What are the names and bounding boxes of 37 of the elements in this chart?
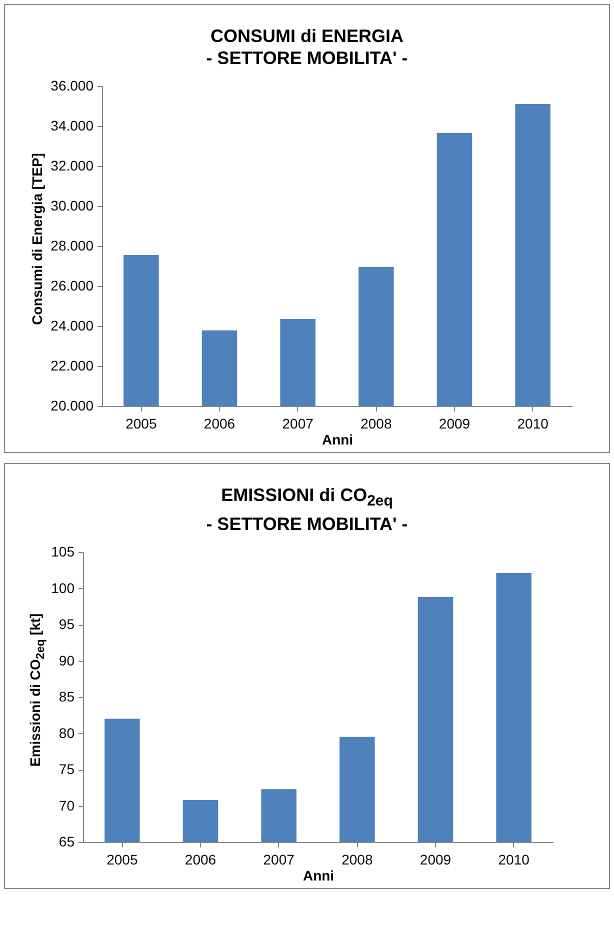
x-tick-label: 2007	[282, 416, 314, 432]
y-tick-label: 26.000	[50, 278, 94, 294]
y-tick-label: 90	[58, 652, 75, 668]
y-tick-label: 85	[58, 688, 75, 704]
x-tick-label: 2010	[498, 851, 530, 868]
x-tick-label: 2007	[263, 851, 295, 868]
y-tick-label: 34.000	[50, 118, 94, 134]
y-tick-label: 100	[51, 579, 75, 596]
chart-title: CONSUMI di ENERGIA	[209, 25, 404, 47]
chart-subtitle: - SETTORE MOBILITA' -	[205, 512, 409, 535]
y-tick-label: 70	[58, 796, 75, 813]
y-tick-label: 95	[58, 616, 75, 632]
x-axis-title: Anni	[302, 867, 334, 884]
x-tick-label: 2009	[438, 416, 470, 432]
x-tick-label: 2009	[420, 851, 452, 868]
chart-subtitle: - SETTORE MOBILITA' -	[205, 47, 409, 69]
x-tick-label: 2005	[106, 851, 138, 868]
x-tick-label: 2010	[517, 416, 549, 432]
y-tick-label: 80	[58, 724, 75, 740]
x-tick-label: 2006	[184, 851, 216, 868]
y-tick-label: 20.000	[50, 398, 94, 414]
y-tick-label: 105	[51, 543, 75, 560]
x-tick-label: 2005	[126, 416, 157, 432]
x-tick-label: 2006	[204, 416, 236, 432]
y-tick-label: 32.000	[50, 158, 94, 174]
y-tick-label: 65	[58, 833, 75, 850]
x-tick-label: 2008	[342, 851, 373, 868]
y-tick-label: 22.000	[50, 358, 94, 374]
y-axis-title: Consumi di Energia [TEP]	[29, 153, 45, 325]
chart-title: EMISSIONI di CO$_{2eq}$	[220, 484, 394, 512]
x-axis-title: Anni	[322, 432, 354, 448]
y-tick-label: 28.000	[50, 238, 94, 254]
y-tick-label: 36.000	[50, 78, 94, 94]
y-tick-label: 24.000	[50, 318, 94, 334]
y-tick-label: 30.000	[50, 198, 94, 214]
x-tick-label: 2008	[360, 416, 392, 432]
y-tick-label: 75	[58, 760, 75, 777]
